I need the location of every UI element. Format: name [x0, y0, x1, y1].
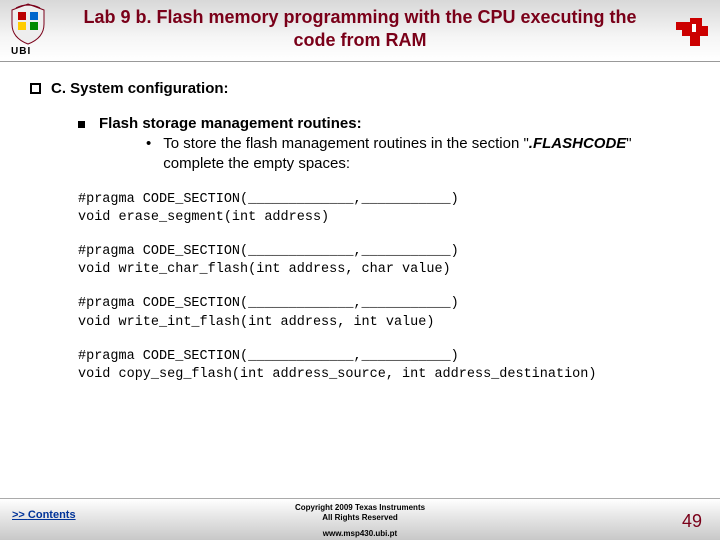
code-line: #pragma CODE_SECTION(_____________,_____…	[78, 192, 459, 207]
code-line: #pragma CODE_SECTION(_____________,_____…	[78, 296, 459, 311]
section-heading-text: C. System configuration:	[51, 80, 229, 97]
bullet-square-icon	[30, 83, 41, 94]
sub-title: Flash storage management routines:	[99, 115, 362, 132]
code-block-2: #pragma CODE_SECTION(_____________,_____…	[78, 243, 690, 279]
bullet-small-square-icon	[78, 121, 85, 128]
sub-text-em: .FLASHCODE	[529, 135, 627, 152]
ubi-label: UBI	[11, 46, 31, 57]
slide-title: Lab 9 b. Flash memory programming with t…	[60, 6, 660, 51]
code-line: void copy_seg_flash(int address_source, …	[78, 367, 596, 382]
ubi-crest-icon	[6, 2, 50, 46]
code-line: #pragma CODE_SECTION(_____________,_____…	[78, 349, 459, 364]
ti-logo-icon	[672, 12, 712, 52]
subsection: Flash storage management routines: • To …	[78, 115, 690, 175]
code-block-3: #pragma CODE_SECTION(_____________,_____…	[78, 295, 690, 331]
sub-text: To store the flash management routines i…	[163, 134, 690, 175]
page-number: 49	[682, 511, 702, 532]
sub-text-part1: To store the flash management routines i…	[163, 135, 529, 152]
slide-content: C. System configuration: Flash storage m…	[0, 62, 720, 384]
code-line: #pragma CODE_SECTION(_____________,_____…	[78, 244, 459, 259]
slide-header: UBI Lab 9 b. Flash memory programming wi…	[0, 0, 720, 62]
section-heading: C. System configuration:	[30, 80, 690, 97]
code-line: void erase_segment(int address)	[78, 210, 329, 225]
code-line: void write_char_flash(int address, char …	[78, 262, 451, 277]
website-text: www.msp430.ubi.pt	[0, 529, 720, 538]
bullet-dot-icon: •	[146, 134, 151, 154]
code-line: void write_int_flash(int address, int va…	[78, 315, 434, 330]
copyright-line2: All Rights Reserved	[322, 513, 398, 522]
code-block-1: #pragma CODE_SECTION(_____________,_____…	[78, 191, 690, 227]
copyright-text: Copyright 2009 Texas Instruments All Rig…	[0, 503, 720, 524]
copyright-line1: Copyright 2009 Texas Instruments	[295, 503, 425, 512]
slide-footer: >> Contents Copyright 2009 Texas Instrum…	[0, 498, 720, 540]
code-block-4: #pragma CODE_SECTION(_____________,_____…	[78, 348, 690, 384]
